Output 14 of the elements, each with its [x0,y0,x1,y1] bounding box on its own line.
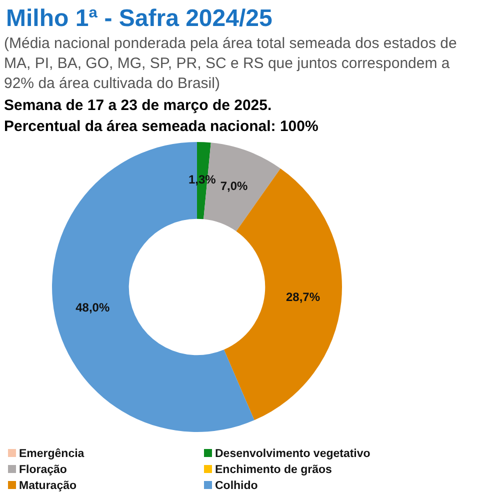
data-label: 28,7% [286,290,320,304]
data-label: 7,0% [220,179,248,194]
text: Semana de 17 a 23 de março de 2025. [4,97,272,114]
legend-label: Desenvolvimento vegetativo [215,448,370,460]
legend-label: Enchimento de grãos [215,464,332,476]
legend-label: Emergência [19,448,85,460]
donut-slice [52,142,254,432]
chart-subtitle: (Média nacional ponderada pela área total semeada dos estados de MA, PI, BA, GO, MG, SP, PR, SC e RS que juntos correspondem a 92% da área cultivada do Brasil) [4,35,457,92]
legend-label: Maturação [19,480,77,492]
legend-label: Colhido [215,480,258,492]
chart-title: Milho 1ª - Safra 2024/25 [6,5,272,32]
data-label: 48,0% [76,300,110,315]
legend-label: Floração [19,464,67,476]
text: Percentual da área semeada nacional: 100% [4,118,318,135]
